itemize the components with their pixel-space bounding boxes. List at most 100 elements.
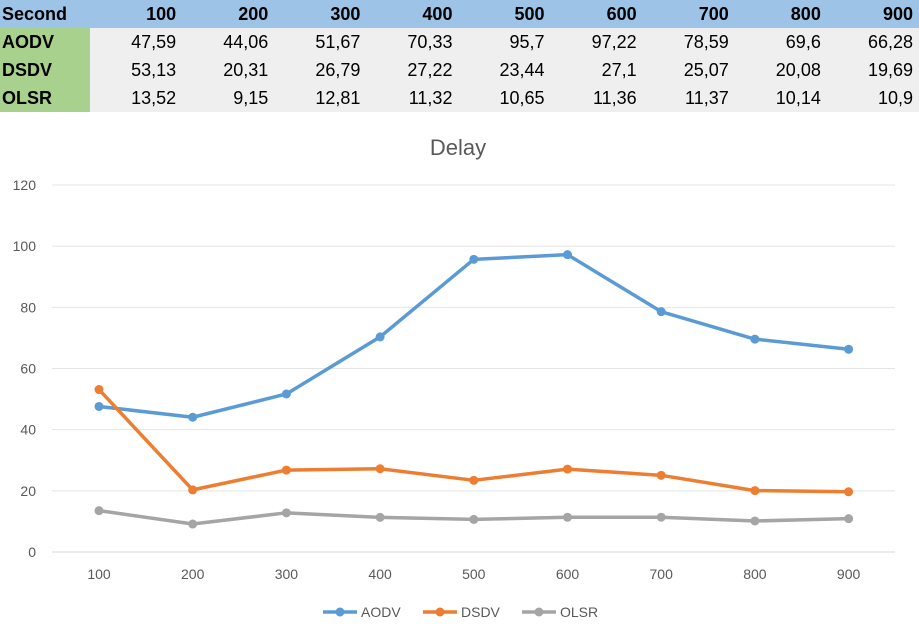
column-header: 100 bbox=[90, 0, 183, 28]
aodv-point bbox=[563, 250, 572, 260]
legend-label: DSDV bbox=[461, 604, 501, 620]
dsdv-point bbox=[281, 465, 291, 475]
row-label: DSDV bbox=[0, 56, 91, 84]
table-cell: 12,81 bbox=[274, 84, 367, 112]
table-cell: 11,36 bbox=[550, 84, 643, 112]
x-tick-label: 700 bbox=[650, 566, 674, 582]
table-cell: 10,9 bbox=[826, 84, 919, 112]
olsr-point bbox=[375, 512, 385, 522]
table-cell: 25,07 bbox=[642, 56, 735, 84]
table-cell: 13,52 bbox=[90, 84, 183, 112]
table-cell: 19,69 bbox=[826, 56, 919, 84]
x-tick-label: 400 bbox=[368, 566, 392, 582]
table-cell: 53,13 bbox=[90, 56, 183, 84]
aodv-point bbox=[750, 334, 760, 344]
column-header: 600 bbox=[550, 0, 643, 28]
table-header-row: Second 100 200 300 400 500 600 700 800 9… bbox=[0, 0, 919, 28]
column-header: 900 bbox=[826, 0, 919, 28]
series-olsr bbox=[94, 506, 854, 529]
aodv-point bbox=[656, 307, 666, 317]
dsdv-point bbox=[188, 485, 198, 495]
aodv-point bbox=[469, 254, 479, 264]
table-cell: 78,59 bbox=[642, 28, 735, 56]
table-cell: 51,67 bbox=[274, 28, 367, 56]
header-label: Second bbox=[0, 0, 91, 28]
table-cell: 23,44 bbox=[458, 56, 551, 84]
legend-marker bbox=[335, 607, 345, 617]
table-cell: 20,31 bbox=[182, 56, 275, 84]
olsr-point bbox=[750, 516, 760, 526]
aodv-point bbox=[281, 389, 291, 399]
table-cell: 95,7 bbox=[458, 28, 551, 56]
x-tick-label: 300 bbox=[275, 566, 299, 582]
olsr-point bbox=[844, 514, 854, 524]
x-tick-label: 900 bbox=[837, 566, 861, 582]
x-tick-label: 600 bbox=[556, 566, 580, 582]
aodv-point bbox=[188, 412, 198, 422]
table-cell: 11,32 bbox=[366, 84, 459, 112]
table-cell: 26,79 bbox=[274, 56, 367, 84]
legend-marker bbox=[435, 607, 445, 617]
data-table: Second 100 200 300 400 500 600 700 800 9… bbox=[0, 0, 919, 112]
column-header: 800 bbox=[734, 0, 827, 28]
column-header: 400 bbox=[366, 0, 459, 28]
dsdv-point bbox=[94, 385, 104, 395]
y-tick-label: 20 bbox=[20, 483, 36, 499]
aodv-point bbox=[844, 344, 854, 354]
olsr-point bbox=[656, 512, 666, 522]
table-cell: 44,06 bbox=[182, 28, 275, 56]
aodv-line bbox=[97, 252, 851, 419]
table-cell: 10,65 bbox=[458, 84, 551, 112]
x-tick-label: 100 bbox=[87, 566, 111, 582]
x-tick-label: 500 bbox=[462, 566, 486, 582]
series-aodv bbox=[94, 250, 854, 422]
legend-label: AODV bbox=[361, 604, 401, 620]
dsdv-point bbox=[375, 464, 385, 474]
dsdv-point bbox=[750, 486, 760, 496]
column-header: 500 bbox=[458, 0, 551, 28]
y-tick-label: 0 bbox=[28, 544, 36, 560]
table-row: OLSR 13,52 9,15 12,81 11,32 10,65 11,36 … bbox=[0, 84, 919, 112]
y-tick-label: 120 bbox=[13, 177, 37, 193]
table-cell: 70,33 bbox=[366, 28, 459, 56]
aodv-point bbox=[375, 332, 385, 342]
y-tick-label: 100 bbox=[13, 238, 37, 254]
table-cell: 69,6 bbox=[734, 28, 827, 56]
table-cell: 20,08 bbox=[734, 56, 827, 84]
olsr-point bbox=[94, 506, 104, 516]
table-cell: 27,1 bbox=[550, 56, 643, 84]
table-cell: 97,22 bbox=[550, 28, 643, 56]
legend-marker bbox=[534, 607, 544, 617]
series-dsdv bbox=[94, 385, 854, 497]
column-header: 700 bbox=[642, 0, 735, 28]
x-tick-label: 800 bbox=[743, 566, 767, 582]
dsdv-point bbox=[656, 470, 666, 480]
table-cell: 10,14 bbox=[734, 84, 827, 112]
chart-title: Delay bbox=[430, 135, 486, 160]
y-tick-label: 80 bbox=[20, 299, 36, 315]
table-row: DSDV 53,13 20,31 26,79 27,22 23,44 27,1 … bbox=[0, 56, 919, 84]
x-tick-label: 200 bbox=[181, 566, 205, 582]
aodv-point bbox=[94, 401, 104, 411]
column-header: 200 bbox=[182, 0, 275, 28]
delay-line-chart: Delay 0 20 40 60 80 100 120 100 200 300 400 500 600… bbox=[13, 135, 895, 620]
y-tick-label: 40 bbox=[20, 422, 36, 438]
table-cell: 47,59 bbox=[90, 28, 183, 56]
dsdv-point bbox=[844, 487, 854, 497]
column-header: 300 bbox=[274, 0, 367, 28]
table-row: AODV 47,59 44,06 51,67 70,33 95,7 97,22 … bbox=[0, 28, 919, 56]
y-tick-label: 60 bbox=[20, 361, 36, 377]
olsr-point bbox=[469, 514, 479, 524]
olsr-point bbox=[281, 508, 291, 518]
table-cell: 27,22 bbox=[366, 56, 459, 84]
row-label: OLSR bbox=[0, 84, 91, 112]
legend-item-dsdv: DSDV bbox=[423, 604, 501, 620]
table-cell: 11,37 bbox=[642, 84, 735, 112]
olsr-point bbox=[188, 519, 198, 529]
dsdv-point bbox=[469, 475, 479, 485]
dsdv-point bbox=[563, 464, 572, 474]
olsr-point bbox=[563, 512, 572, 522]
table-cell: 66,28 bbox=[826, 28, 919, 56]
table-cell: 9,15 bbox=[182, 84, 275, 112]
row-label: AODV bbox=[0, 28, 91, 56]
